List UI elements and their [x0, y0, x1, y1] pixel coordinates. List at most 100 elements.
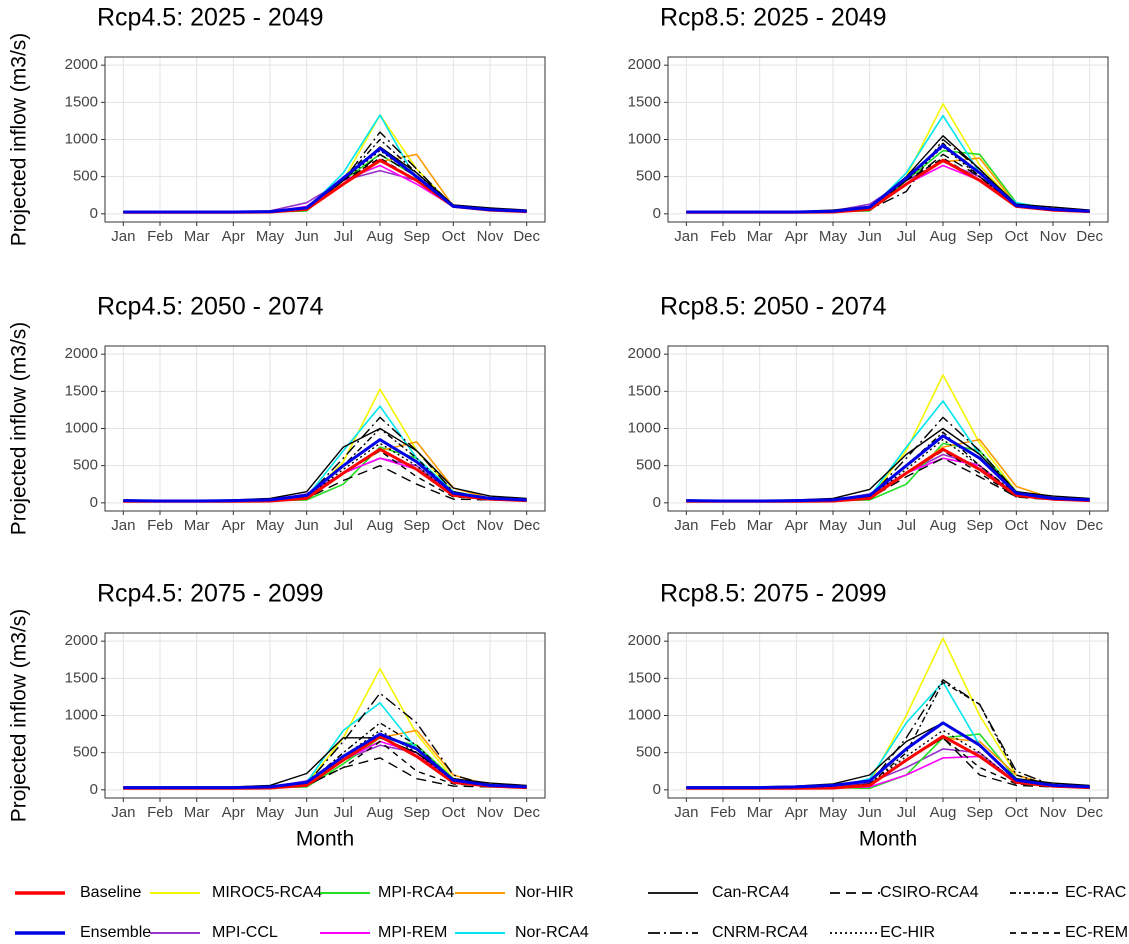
y-tick-label: 2000: [65, 632, 98, 649]
x-tick-label: Nov: [1040, 228, 1067, 245]
legend-label: MPI-RCA4: [378, 884, 455, 901]
series-line: [123, 438, 527, 503]
series-line: [123, 146, 527, 214]
x-tick-label: Jan: [674, 804, 698, 821]
y-tick-label: 1000: [628, 706, 661, 723]
x-tick-label: Jan: [111, 517, 135, 534]
y-tick-label: 1500: [628, 669, 661, 686]
y-tick-label: 1500: [65, 669, 98, 686]
x-tick-label: Mar: [747, 517, 773, 534]
x-tick-label: Jul: [897, 517, 916, 534]
legend-label: Can-RCA4: [712, 884, 789, 901]
x-tick-label: Sep: [966, 804, 993, 821]
panel-title: Rcp8.5: 2050 - 2074: [660, 293, 887, 321]
y-tick-label: 1000: [65, 130, 98, 147]
x-tick-label: Jun: [858, 804, 882, 821]
x-tick-label: Jul: [334, 517, 353, 534]
x-tick-label: Nov: [1040, 804, 1067, 821]
x-tick-label: Jan: [111, 228, 135, 245]
x-tick-label: Oct: [1005, 228, 1029, 245]
x-axis-label: Month: [296, 828, 354, 851]
plot-border: [104, 345, 546, 512]
x-tick-label: Jul: [334, 804, 353, 821]
legend-label: EC-HIR: [880, 924, 935, 941]
x-tick-label: Feb: [147, 804, 173, 821]
x-tick-label: Sep: [966, 517, 993, 534]
x-tick-label: Oct: [442, 228, 466, 245]
y-tick-label: 500: [73, 744, 98, 761]
y-tick-label: 1000: [628, 419, 661, 436]
x-tick-label: Dec: [513, 517, 540, 534]
y-tick-label: 1500: [65, 382, 98, 399]
y-tick-label: 500: [636, 457, 661, 474]
plot-border: [667, 632, 1109, 799]
y-tick-label: 1000: [65, 419, 98, 436]
y-tick-label: 1000: [65, 706, 98, 723]
legend-label: CSIRO-RCA4: [880, 884, 979, 901]
x-tick-label: May: [819, 228, 848, 245]
y-tick-label: 0: [90, 494, 98, 511]
legend-label: CNRM-RCA4: [712, 924, 808, 941]
x-tick-label: Apr: [785, 228, 808, 245]
x-tick-label: Jun: [295, 517, 319, 534]
legend-label: Ensemble: [80, 924, 151, 941]
x-tick-label: Feb: [710, 804, 736, 821]
x-tick-label: Mar: [184, 804, 210, 821]
x-tick-label: Apr: [785, 517, 808, 534]
x-tick-label: Jun: [295, 804, 319, 821]
y-tick-label: 2000: [628, 56, 661, 73]
x-tick-label: Aug: [930, 804, 957, 821]
y-tick-label: 2000: [628, 632, 661, 649]
x-tick-label: Mar: [184, 517, 210, 534]
x-tick-label: Feb: [710, 517, 736, 534]
y-axis-label: Projected inflow (m3/s): [8, 33, 31, 247]
x-tick-label: Jul: [334, 228, 353, 245]
x-tick-label: May: [256, 804, 285, 821]
legend-label: Baseline: [80, 884, 141, 901]
y-axis-label: Projected inflow (m3/s): [8, 609, 31, 823]
x-tick-label: Sep: [403, 228, 430, 245]
x-tick-label: May: [256, 517, 285, 534]
legend-label: EC-REM: [1065, 924, 1128, 941]
y-tick-label: 1500: [628, 382, 661, 399]
y-tick-label: 1500: [628, 93, 661, 110]
panel-title: Rcp8.5: 2075 - 2099: [660, 580, 887, 608]
plot-border: [104, 56, 546, 223]
x-tick-label: Oct: [1005, 804, 1029, 821]
y-tick-label: 0: [90, 205, 98, 222]
x-tick-label: Jan: [674, 517, 698, 534]
x-tick-label: May: [819, 517, 848, 534]
x-tick-label: Aug: [367, 228, 394, 245]
x-tick-label: Mar: [747, 228, 773, 245]
x-tick-label: Aug: [367, 804, 394, 821]
y-tick-label: 0: [90, 781, 98, 798]
x-tick-label: Jan: [674, 228, 698, 245]
x-tick-label: May: [256, 228, 285, 245]
plot-border: [667, 345, 1109, 512]
x-tick-label: Nov: [477, 517, 504, 534]
x-tick-label: Feb: [710, 228, 736, 245]
x-axis-label: Month: [859, 828, 917, 851]
x-tick-label: Jul: [897, 804, 916, 821]
x-tick-label: Dec: [1076, 804, 1103, 821]
x-tick-label: May: [819, 804, 848, 821]
x-tick-label: Apr: [785, 804, 808, 821]
y-tick-label: 500: [73, 457, 98, 474]
x-tick-label: Dec: [513, 804, 540, 821]
plot-border: [104, 632, 546, 799]
series-line: [686, 143, 1090, 214]
x-tick-label: Oct: [442, 804, 466, 821]
x-tick-label: Jun: [858, 517, 882, 534]
x-tick-label: Nov: [477, 804, 504, 821]
y-axis-label: Projected inflow (m3/s): [8, 322, 31, 536]
y-tick-label: 0: [653, 781, 661, 798]
series-line: [123, 732, 527, 790]
y-tick-label: 2000: [65, 345, 98, 362]
x-tick-label: Mar: [184, 228, 210, 245]
x-tick-label: Nov: [1040, 517, 1067, 534]
series-line: [686, 438, 1090, 502]
y-tick-label: 1500: [65, 93, 98, 110]
y-tick-label: 0: [653, 494, 661, 511]
x-tick-label: Jun: [858, 228, 882, 245]
